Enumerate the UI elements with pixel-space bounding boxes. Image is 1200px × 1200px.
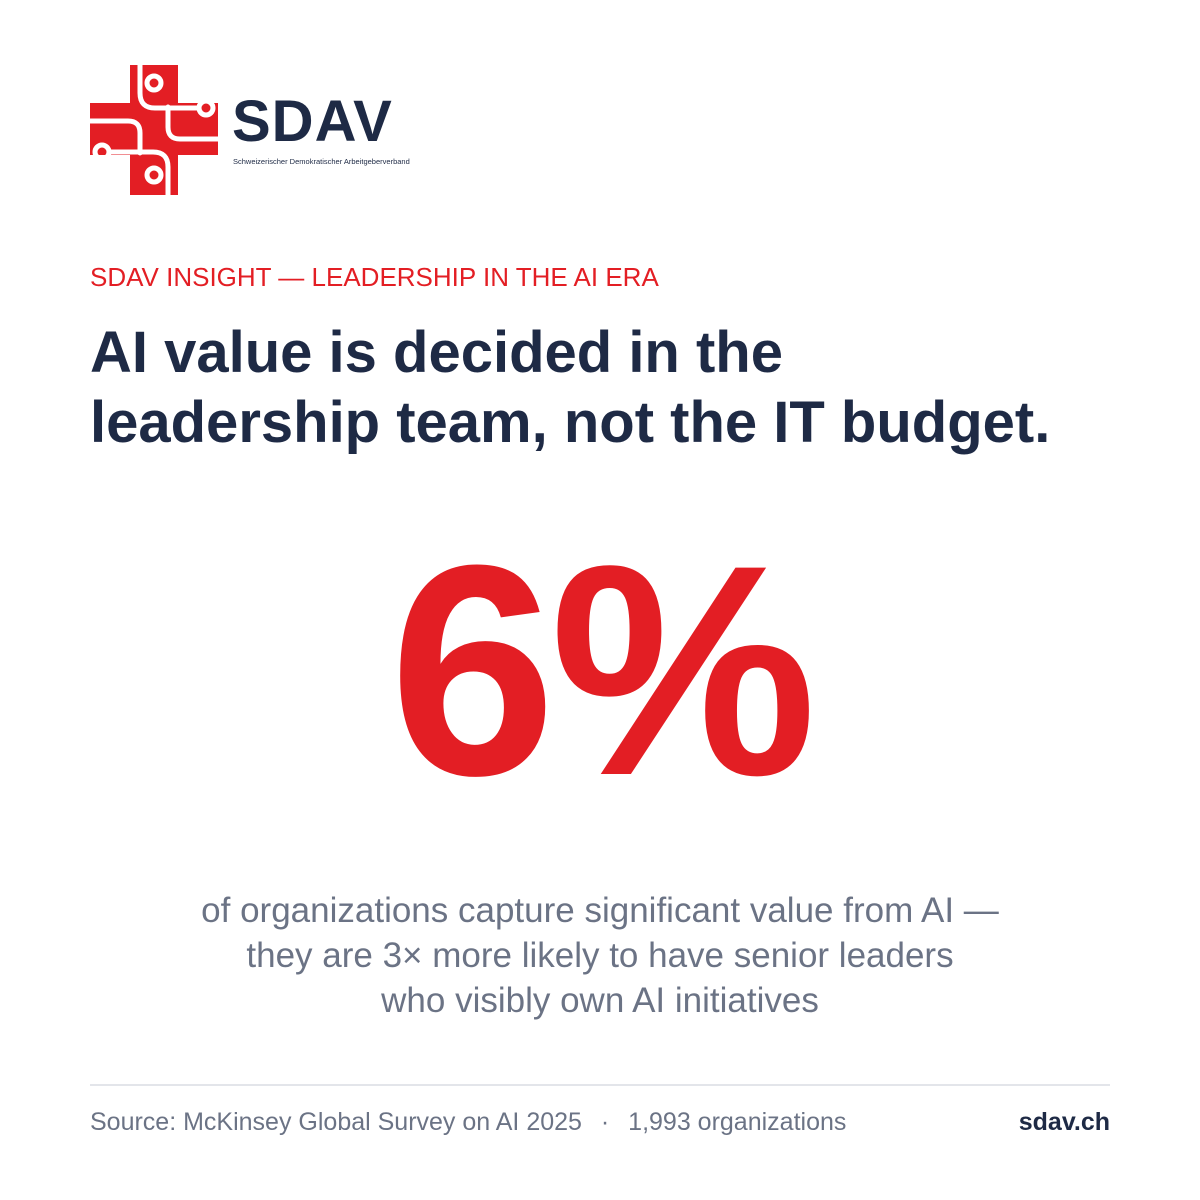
logo-mark	[88, 63, 221, 197]
description-line: who visibly own AI initiatives	[381, 981, 819, 1020]
separator: ·	[600, 1108, 610, 1136]
headline-line: leadership team, not the IT budget.	[90, 390, 1051, 455]
sample: 1,993 organizations	[628, 1108, 847, 1136]
footer-source: Source: McKinsey Global Survey on AI 202…	[90, 1108, 858, 1137]
divider	[90, 1084, 1110, 1086]
description: of organizations capture significant val…	[0, 888, 1200, 1023]
brand-name: SDAV	[232, 89, 393, 154]
headline: AI value is decided in the leadership te…	[90, 318, 1050, 458]
headline-line: AI value is decided in the	[90, 320, 783, 385]
source: Source: McKinsey Global Survey on AI 202…	[90, 1108, 582, 1136]
brand-tagline: Schweizerischer Demokratischer Arbeitgeb…	[233, 157, 410, 166]
kicker: SDAV INSIGHT — LEADERSHIP IN THE AI ERA	[90, 262, 659, 292]
website: sdav.ch	[1018, 1108, 1110, 1136]
description-line: of organizations capture significant val…	[201, 891, 999, 930]
stat: 6%	[389, 502, 817, 838]
description-line: they are 3× more likely to have senior l…	[246, 936, 954, 975]
